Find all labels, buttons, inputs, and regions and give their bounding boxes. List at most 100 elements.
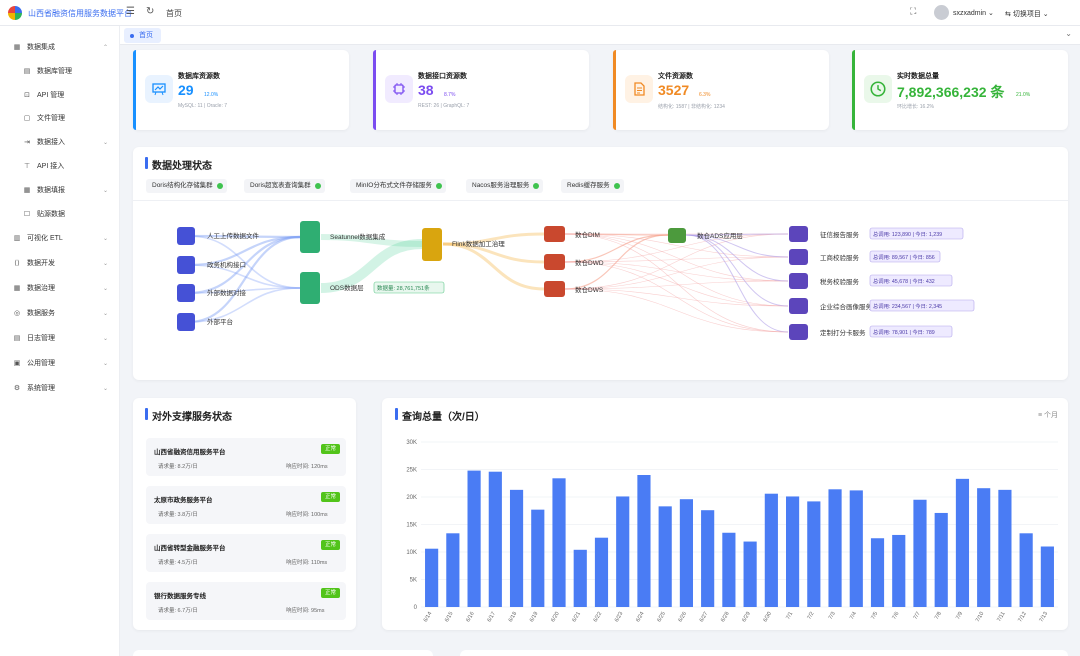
- warehouse-node: [544, 281, 565, 297]
- gear-icon: ⚙: [13, 385, 21, 392]
- flow-link: [685, 234, 789, 282]
- sidebar-item[interactable]: ☐ 贴源数据: [0, 205, 120, 223]
- output-node: [789, 324, 808, 340]
- output-stat: 总调用: 123,890 | 今日: 1,239: [873, 230, 942, 238]
- sidebar-item[interactable]: ◎ 数据服务 ⌄: [0, 304, 120, 322]
- app-title: 山西省融资信用服务数据平台: [28, 9, 132, 18]
- breadcrumb[interactable]: 首页: [166, 9, 182, 18]
- sidebar-item-label: 数据接入: [37, 139, 65, 146]
- sidebar-item[interactable]: ▤ 数据库管理: [0, 62, 120, 80]
- x-tick-label: 7/7: [913, 611, 922, 621]
- service-chip[interactable]: Nacos服务治理服务: [466, 179, 544, 193]
- avatar[interactable]: [934, 5, 949, 20]
- chevron-down-icon[interactable]: ⌄: [1065, 29, 1072, 38]
- output-label: 税务校验服务: [820, 277, 860, 286]
- service-chip[interactable]: Redis缓存服务: [561, 179, 624, 193]
- source-label: 外部平台: [207, 317, 233, 326]
- chip-label: Nacos服务治理服务: [472, 182, 530, 189]
- sidebar-item[interactable]: ⇥ 数据接入 ⌄: [0, 133, 120, 151]
- etl-icon: ▥: [13, 235, 21, 242]
- service-row[interactable]: 太原市政务服务平台 正常 请求量: 3.8万/日 响应时间: 100ms: [146, 486, 346, 524]
- x-tick-label: 6/27: [699, 611, 710, 623]
- warehouse-label: 数仓DWS: [575, 285, 604, 294]
- service-row[interactable]: 山西省转型金融服务平台 正常 请求量: 4.5万/日 响应时间: 110ms: [146, 534, 346, 572]
- service-chip[interactable]: Doris结构化存储集群: [146, 179, 227, 193]
- flow-link: [188, 235, 301, 289]
- sidebar-item[interactable]: ▢ 文件管理: [0, 109, 120, 127]
- service-requests: 请求量: 6.7万/日: [158, 608, 198, 614]
- flow-link: [564, 233, 789, 307]
- stat-value: 29: [178, 82, 194, 98]
- sidebar-item[interactable]: ▦ 数据填报 ⌄: [0, 181, 120, 199]
- status-badge: 正常: [320, 492, 340, 502]
- flow-link: [685, 234, 789, 307]
- source-node: [177, 227, 195, 245]
- user-menu[interactable]: sxzxadmin ⌄: [953, 10, 994, 17]
- x-tick-label: 6/29: [741, 611, 752, 623]
- top-bar: 山西省融资信用服务数据平台 ☰ ↻ 首页 ⛶ sxzxadmin ⌄ ⇆ 切换项…: [0, 0, 1080, 26]
- chevron-icon: ⌃: [102, 44, 108, 51]
- hub-node: [300, 221, 320, 253]
- chart-bar: [573, 549, 587, 607]
- hub-node: [300, 272, 320, 304]
- service-chip[interactable]: MinIO分布式文件存储服务: [350, 179, 446, 193]
- chart-bar: [828, 489, 842, 607]
- sidebar-item[interactable]: ⟨⟩ 数据开发 ⌄: [0, 254, 120, 272]
- sidebar-item[interactable]: ▥ 可视化 ETL ⌄: [0, 229, 120, 247]
- stat-accent-bar: [852, 50, 855, 130]
- stat-sub: 结构化: 1587 | 非结构化: 1234: [658, 104, 725, 110]
- chart-unit-toggle[interactable]: ≡ 个月: [1038, 410, 1058, 420]
- chevron-icon: ⌄: [102, 385, 108, 392]
- stat-accent-bar: [373, 50, 376, 130]
- flow-link: [564, 233, 789, 333]
- tab-home[interactable]: 首页: [124, 28, 161, 43]
- refresh-icon[interactable]: ↻: [146, 6, 155, 17]
- chart-bar: [1019, 533, 1033, 607]
- flow-link: [564, 261, 789, 333]
- flow-link: [564, 280, 789, 290]
- chart-bar: [679, 499, 693, 607]
- output-node: [789, 273, 808, 289]
- flow-link: [564, 261, 789, 282]
- flow-link: [564, 233, 789, 263]
- x-tick-label: 6/28: [720, 611, 731, 623]
- chip-label: Redis缓存服务: [567, 182, 610, 189]
- sidebar-item[interactable]: ▣ 公用管理 ⌄: [0, 354, 120, 372]
- service-name: 山西省融资信用服务平台: [154, 449, 226, 456]
- panel-edge: [133, 650, 433, 656]
- sidebar-item[interactable]: ⊤ API 接入: [0, 157, 120, 175]
- menu-toggle-icon[interactable]: ☰: [126, 6, 135, 17]
- status-dot-icon: [533, 183, 540, 189]
- service-name: 银行数据服务专线: [154, 593, 206, 600]
- service-row[interactable]: 山西省融资信用服务平台 正常 请求量: 8.2万/日 响应时间: 120ms: [146, 438, 346, 476]
- x-tick-label: 6/15: [444, 611, 455, 623]
- sidebar-item[interactable]: ▦ 数据集成 ⌃: [0, 38, 120, 56]
- sidebar-item[interactable]: ▤ 日志管理 ⌄: [0, 329, 120, 347]
- output-label: 工商校验服务: [820, 253, 860, 262]
- chart-bar: [446, 533, 460, 607]
- x-tick-label: 6/18: [508, 611, 519, 623]
- fullscreen-icon[interactable]: ⛶: [910, 6, 917, 16]
- sidebar-item[interactable]: ⚙ 系统管理 ⌄: [0, 379, 120, 397]
- ads-label: 数仓ADS应用层: [697, 231, 743, 240]
- service-row[interactable]: 银行数据服务专线 正常 请求量: 6.7万/日 响应时间: 95ms: [146, 582, 346, 620]
- service-icon: ◎: [13, 310, 21, 317]
- form-icon: ▦: [23, 187, 31, 194]
- chart-bar: [913, 499, 927, 607]
- flow-link: [564, 256, 789, 290]
- chevron-icon: ⌄: [102, 139, 108, 146]
- y-tick-label: 0: [414, 605, 418, 611]
- chip-icon: [385, 75, 413, 103]
- table-icon: ▤: [23, 68, 31, 75]
- service-requests: 请求量: 3.8万/日: [158, 512, 198, 518]
- sidebar-item[interactable]: ⊡ API 管理: [0, 86, 120, 104]
- stat-title: 实时数据总量: [897, 73, 939, 80]
- chart-bar: [701, 510, 715, 607]
- chip-label: Doris结构化存储集群: [152, 182, 213, 189]
- service-chip[interactable]: Doris超宽表查询集群: [244, 179, 325, 193]
- sidebar-item[interactable]: ▦ 数据治理 ⌄: [0, 279, 120, 297]
- switch-project-button[interactable]: ⇆ 切换项目 ⌄: [1005, 11, 1049, 18]
- stat-sub: REST: 26 | GraphQL: 7: [418, 103, 470, 109]
- sidebar-item-label: 数据库管理: [37, 68, 72, 75]
- status-dot-icon: [314, 183, 321, 189]
